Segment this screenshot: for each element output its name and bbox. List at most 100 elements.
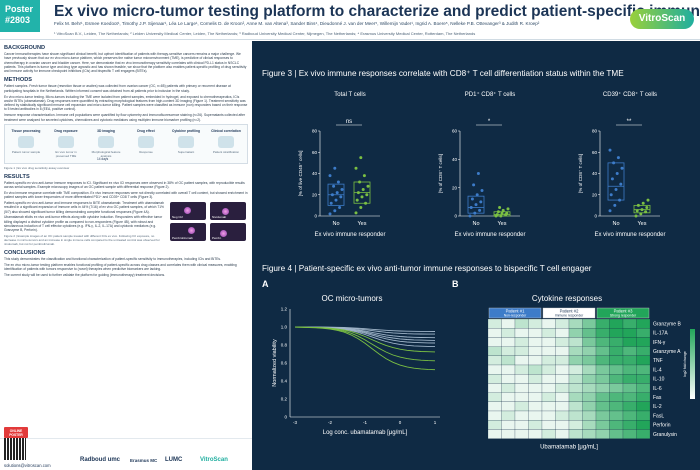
heatmap-cell xyxy=(582,392,597,402)
online-poster-badge[interactable]: ONLINE POSTER xyxy=(4,427,28,438)
data-point xyxy=(612,161,616,165)
heatmap-cell xyxy=(622,383,637,393)
heatmap-cell xyxy=(609,429,624,439)
heatmap-cell xyxy=(568,420,583,430)
workflow-step-sub: Supernatant xyxy=(177,149,195,154)
patient-name: Patient #1 xyxy=(506,309,526,314)
y-tick-label: 60 xyxy=(452,129,458,134)
data-point xyxy=(478,208,482,212)
y-axis-title: Normalized viability xyxy=(272,339,278,387)
patient-group-header xyxy=(596,307,650,319)
data-point xyxy=(358,180,362,184)
conclusions-heading: CONCLUSIONS xyxy=(4,250,46,257)
patient-status: Non-responder xyxy=(504,314,527,318)
data-point xyxy=(330,193,334,197)
heatmap-cell xyxy=(609,383,624,393)
qr-code[interactable] xyxy=(4,438,26,460)
workflow-step-icon xyxy=(98,135,114,148)
heatmap-cell xyxy=(622,420,637,430)
data-point xyxy=(480,189,484,192)
results-bite-text: Patient-specific ex vivo anti-tumor and … xyxy=(4,201,164,214)
heatmap-cell xyxy=(595,383,610,393)
cytokine-label: Granzyme A xyxy=(653,349,681,355)
heatmap-cell xyxy=(568,410,583,421)
heatmap-cell xyxy=(568,383,583,393)
cytokine-label: Granulysin xyxy=(653,432,677,438)
data-point xyxy=(614,187,618,191)
conclusion-item: This study demonstrates the classificati… xyxy=(4,257,221,262)
heatmap-cell xyxy=(568,392,583,402)
data-point xyxy=(359,206,363,209)
workflow-step-icon xyxy=(18,135,34,148)
x-tick-label: 0 xyxy=(399,420,402,425)
y-tick-label: 0.8 xyxy=(281,343,288,348)
heatmap-cell xyxy=(636,392,651,402)
data-point xyxy=(333,166,337,170)
data-point xyxy=(495,213,499,217)
heatmap-cell xyxy=(541,420,556,430)
x-axis-title: Ex vivo immune responder xyxy=(454,232,525,238)
y-tick-label: 0.6 xyxy=(281,361,288,366)
data-point xyxy=(636,203,640,207)
y-axis-label: [% of CD8⁺ T cells] xyxy=(578,154,583,193)
data-point xyxy=(364,201,368,205)
heatmap-cell xyxy=(514,328,529,338)
data-point xyxy=(339,195,343,199)
heatmap-cell xyxy=(555,383,570,393)
y-tick-label: 80 xyxy=(312,129,318,134)
workflow-step-icon xyxy=(218,135,234,148)
y-tick-label: 1.2 xyxy=(281,307,288,312)
heatmap-cell xyxy=(609,410,624,421)
heatmap-cell xyxy=(487,383,502,393)
heatmap-cell xyxy=(622,410,637,421)
workflow-step-sub: Morphological feature analysis xyxy=(91,149,121,158)
heatmap-cell xyxy=(582,355,597,366)
heatmap-cell xyxy=(514,401,529,412)
heatmap-cell xyxy=(487,374,502,384)
y-tick-label: 0 xyxy=(284,415,287,420)
heatmap-cell xyxy=(595,328,610,338)
heatmap-cell xyxy=(541,401,556,412)
heatmap-cell xyxy=(609,374,624,384)
heatmap-cell xyxy=(582,337,597,347)
cytokine-label: IL-4 xyxy=(653,367,662,373)
data-point xyxy=(354,211,358,215)
data-point xyxy=(469,206,473,209)
lumc-logo: LUMC xyxy=(165,457,183,463)
data-point xyxy=(608,209,612,213)
data-point xyxy=(365,193,369,197)
significance-label: ** xyxy=(627,119,632,125)
heatmap-cell xyxy=(636,374,651,384)
data-point xyxy=(635,209,639,213)
contact-email[interactable]: solutions@vitroscan.com xyxy=(4,463,51,468)
heatmap-cell xyxy=(622,328,637,338)
x-axis-title: Log conc. ubamatamab [μg/mL] xyxy=(323,430,408,436)
micro-image: Pembrolizumab xyxy=(170,223,206,242)
data-point xyxy=(610,177,614,181)
heatmap-cell xyxy=(501,383,516,393)
heatmap-cell xyxy=(622,346,637,356)
workflow-step: Drug effect Response xyxy=(129,129,163,154)
heatmap-cell xyxy=(609,346,624,356)
figure3-title: Figure 3 | Ex vivo immune responses corr… xyxy=(262,69,624,78)
figure3-panel: PD1⁺ CD8⁺ T cells 0 20 40 60 [% of CD8⁺ T cel… xyxy=(438,91,526,238)
x-axis-title: Ubamatamab [μg/mL] xyxy=(540,445,598,451)
figure4-title: Figure 4 | Patient-specific ex vivo anti… xyxy=(262,264,592,273)
data-point xyxy=(618,198,622,202)
workflow-step-sub: Patient tumor sample xyxy=(11,149,41,154)
heatmap-cell xyxy=(501,318,516,329)
data-point xyxy=(613,203,617,207)
figure2-caption: Figure 2 | Example images of an OC patie… xyxy=(4,234,160,247)
data-point xyxy=(500,211,504,215)
figure4a-svg: A OC micro-tumors 0 0.2 0.4 0.6 0.8 1.0 1.2 -3 -2 -… xyxy=(262,279,440,436)
heatmap-cell xyxy=(528,328,543,338)
data-point xyxy=(334,198,338,202)
y-tick-label: 20 xyxy=(312,192,318,197)
data-point xyxy=(476,172,480,175)
cytokine-label: TNF xyxy=(653,358,663,364)
heatmap-cell xyxy=(622,355,637,366)
heatmap-cell xyxy=(595,364,610,375)
heatmap-cell xyxy=(636,401,651,412)
heatmap-cell xyxy=(595,337,610,347)
heatmap-cell xyxy=(541,318,556,329)
